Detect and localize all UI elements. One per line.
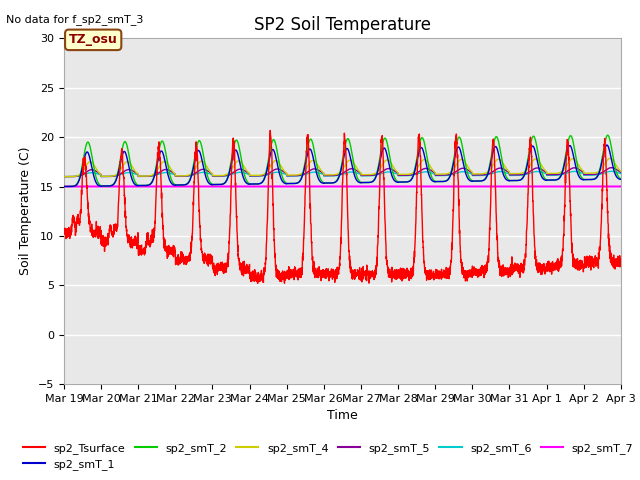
Legend: sp2_Tsurface, sp2_smT_1, sp2_smT_2, sp2_smT_4, sp2_smT_5, sp2_smT_6, sp2_smT_7: sp2_Tsurface, sp2_smT_1, sp2_smT_2, sp2_…	[19, 438, 638, 474]
Y-axis label: Soil Temperature (C): Soil Temperature (C)	[19, 147, 33, 276]
X-axis label: Time: Time	[327, 409, 358, 422]
Title: SP2 Soil Temperature: SP2 Soil Temperature	[254, 16, 431, 34]
Text: TZ_osu: TZ_osu	[69, 33, 118, 47]
Text: No data for f_sp2_smT_3: No data for f_sp2_smT_3	[6, 14, 144, 25]
